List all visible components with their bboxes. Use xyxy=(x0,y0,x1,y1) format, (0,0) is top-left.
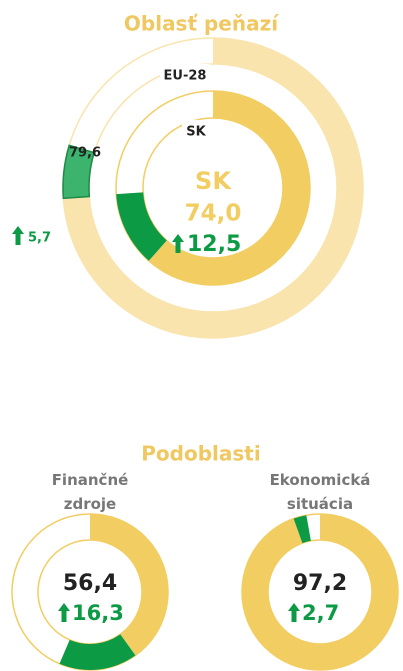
up-arrow-icon xyxy=(288,603,300,622)
label-box xyxy=(160,64,210,86)
up-arrow-icon xyxy=(12,226,24,245)
chart-title: Podoblasti xyxy=(141,442,260,466)
change-arc xyxy=(59,634,136,671)
center-change: 16,3 xyxy=(72,601,124,625)
up-arrow-icon xyxy=(172,234,184,253)
center-name: SK xyxy=(195,167,232,195)
change-arc xyxy=(116,192,167,261)
chart-title: Oblasť peňazí xyxy=(124,12,279,36)
value-arc xyxy=(90,514,168,656)
series-label: EU-28 xyxy=(164,69,207,84)
up-arrow-icon xyxy=(58,603,70,622)
change-arc xyxy=(62,144,96,200)
change-arc xyxy=(293,515,311,544)
center-change: 12,5 xyxy=(187,232,241,257)
category-label: Ekonomická situácia xyxy=(269,471,371,513)
center-change: 2,7 xyxy=(302,601,339,625)
label-box xyxy=(182,120,210,142)
category-label: Finančné zdroje xyxy=(51,471,129,513)
value-label: 79,6 xyxy=(69,146,101,161)
series-label: SK xyxy=(186,125,206,140)
center-value: 74,0 xyxy=(185,201,242,227)
value-arc xyxy=(148,91,310,285)
value-arc xyxy=(241,514,398,671)
center-value: 97,2 xyxy=(293,571,347,596)
change-label: 5,7 xyxy=(28,231,51,246)
center-value: 56,4 xyxy=(63,571,117,596)
